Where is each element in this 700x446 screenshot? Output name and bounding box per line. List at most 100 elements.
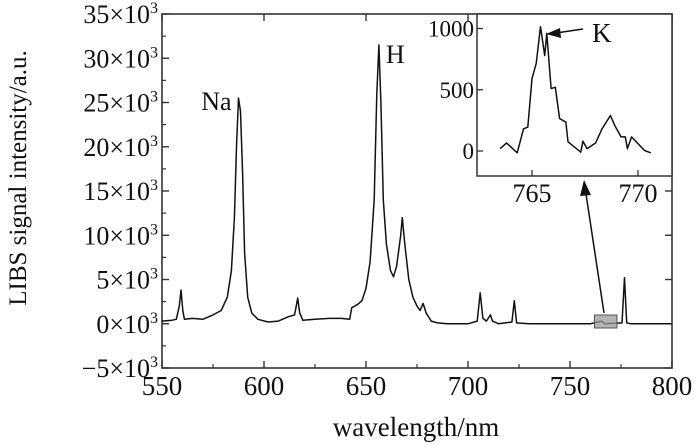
spectrum-point [467, 323, 469, 325]
spectrum-point [277, 320, 279, 322]
x-tick-label: 750 [550, 371, 591, 401]
inset-spectrum-point [644, 150, 645, 151]
inset-spectrum-point [546, 33, 548, 34]
spectrum-point [498, 323, 499, 325]
x-tick-label: 600 [244, 371, 285, 401]
inset-spectrum-point [582, 140, 584, 142]
inset-y-tick-label: 1000 [428, 17, 474, 42]
spectrum-point [400, 234, 401, 236]
spectrum-point [238, 97, 239, 99]
spectrum-point [175, 319, 177, 320]
spectrum-point [161, 320, 163, 322]
inset-spectrum-point [506, 142, 507, 144]
inset-y-tick-label: 500 [440, 78, 475, 103]
spectrum-point [220, 310, 222, 311]
inset-spectrum-point [550, 88, 552, 89]
spectrum-point [242, 173, 243, 174]
spectrum-point [492, 320, 493, 322]
inset-spectrum-point [580, 151, 582, 153]
inset-spectrum-point [523, 128, 524, 130]
spectrum-point [590, 323, 591, 325]
spectrum-point [419, 310, 421, 311]
y-tick-label: 15×103 [83, 177, 158, 206]
y-tick-label: 30×103 [83, 44, 158, 73]
inset-spectrum-line [499, 25, 651, 154]
spectrum-point [393, 276, 394, 278]
inset-spectrum-point [499, 148, 501, 149]
spectrum-point [422, 303, 424, 304]
spectrum-point [416, 305, 418, 307]
inset-spectrum-point [586, 148, 588, 149]
x-axis-label: wavelength/nm [333, 412, 499, 442]
spectrum-point [373, 199, 375, 201]
spectrum-point [479, 292, 481, 294]
inset-spectrum-point [627, 148, 628, 149]
spectrum-point [516, 322, 517, 324]
inset-plot: 765 770 0 500 1000 K [428, 13, 673, 208]
spectrum-point [247, 296, 248, 298]
x-tick-label: 550 [142, 371, 183, 401]
inset-x-tick-label: 770 [619, 179, 658, 208]
spectrum-point [212, 314, 214, 316]
inset-x-tick-label: 765 [513, 179, 552, 208]
spectrum-point [402, 217, 403, 218]
spectrum-point [624, 277, 625, 279]
spectrum-point [180, 289, 182, 291]
h-peak-label: H [386, 40, 405, 69]
y-axis-label: LIBS signal intensity/a.u. [5, 50, 32, 306]
spectrum-point [226, 296, 228, 298]
spectrum-point [671, 323, 673, 325]
spectrum-point [514, 300, 515, 302]
y-tick-label: 20×103 [83, 133, 158, 162]
spectrum-point [267, 321, 269, 323]
spectrum-point [378, 44, 380, 46]
spectrum-point [288, 316, 289, 317]
spectrum-point [396, 265, 397, 267]
spectrum-point [297, 297, 298, 299]
inset-spectrum-point [610, 115, 611, 116]
y-tick-label: 5×103 [96, 266, 158, 295]
spectrum-point [192, 318, 193, 319]
spectrum-point [257, 319, 259, 320]
main-plot: 550 600 650 700 750 800 −5×103 0×103 5×103 10×103… [82, 0, 693, 401]
spectrum-point [482, 318, 484, 319]
spectrum-point [621, 322, 623, 324]
spectrum-point [357, 303, 359, 305]
inset-spectrum-point [531, 78, 533, 80]
inset-spectrum-point [544, 55, 546, 56]
y-tick-label: 0×103 [96, 310, 158, 339]
spectrum-point [404, 243, 406, 245]
na-peak-label: Na [201, 87, 232, 116]
spectrum-point [425, 312, 427, 314]
inset-spectrum-point [601, 128, 603, 130]
inset-spectrum-point [516, 152, 518, 154]
x-tick-label: 650 [346, 371, 387, 401]
spectrum-point [408, 279, 410, 280]
spectrum-point [202, 319, 204, 320]
spectrum-point [302, 319, 304, 321]
spectrum-point [294, 314, 295, 316]
inset-spectrum-point [631, 136, 632, 138]
spectrum-point [383, 199, 384, 201]
spectrum-point [231, 270, 232, 271]
spectrum-point [171, 319, 173, 321]
spectrum-point [412, 296, 414, 298]
inset-y-tick-label: 0 [463, 139, 475, 164]
spectrum-point [490, 314, 491, 316]
spectrum-point [328, 318, 330, 319]
spectrum-point [251, 312, 253, 314]
spectrum-point [314, 319, 316, 320]
inset-spectrum-point [565, 121, 567, 123]
zoom-arrow-head [580, 180, 591, 196]
inset-spectrum-point [624, 136, 626, 138]
spectrum-point [476, 320, 478, 322]
inset-spectrum-point [559, 118, 560, 119]
spectrum-point [447, 323, 448, 325]
highlight-region-box [593, 314, 618, 329]
spectrum-point [240, 111, 241, 112]
k-arrow-head [546, 28, 561, 38]
spectrum-point [380, 102, 382, 103]
inset-spectrum-point [595, 142, 596, 144]
spectrum-point [361, 300, 363, 302]
